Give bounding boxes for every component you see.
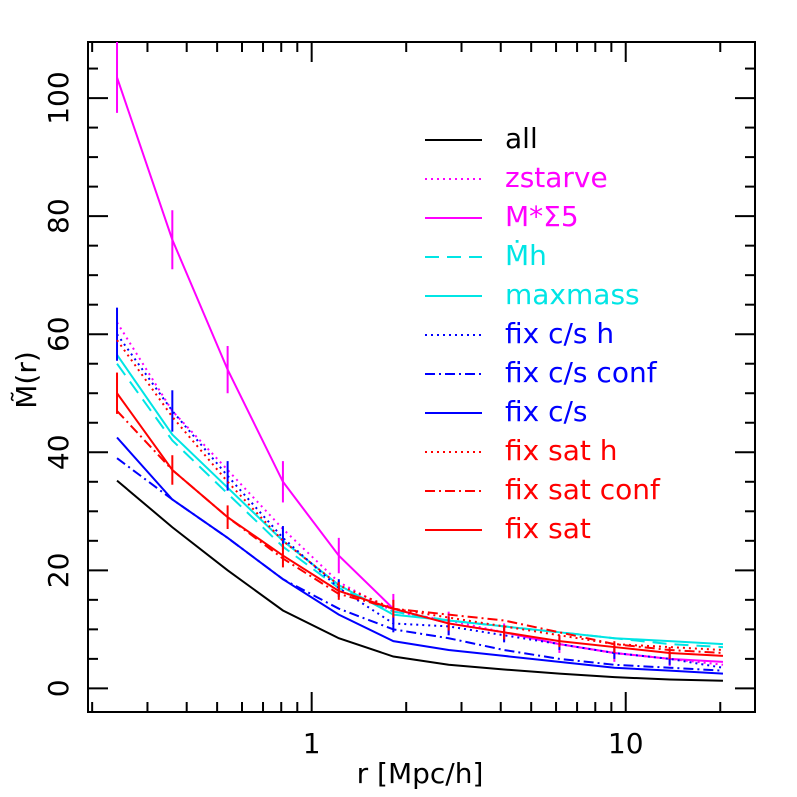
legend-label: all [505, 122, 538, 155]
legend-label: fix c/s h [505, 317, 614, 350]
series-line [116, 354, 724, 646]
x-tick-label: 10 [608, 727, 644, 760]
x-tick-label: 1 [303, 727, 321, 760]
series-line [116, 339, 724, 652]
legend-label: fix sat [505, 512, 591, 545]
series-line [116, 392, 724, 657]
y-tick-label: 80 [42, 198, 75, 234]
series-line [116, 436, 724, 675]
y-tick-label: 100 [42, 71, 75, 124]
legend-label: zstarve [505, 161, 608, 194]
legend-label: fix c/s conf [505, 356, 658, 389]
y-tick-label: 20 [42, 553, 75, 589]
legend-label: fix sat conf [505, 473, 661, 506]
y-tick-label: 60 [42, 316, 75, 352]
plot-frame [87, 41, 756, 713]
x-axis-label: r [Mpc/h] [357, 757, 484, 790]
legend-label: maxmass [505, 278, 640, 311]
legend-label: Ṁh [505, 239, 547, 272]
y-tick-label: 0 [42, 679, 75, 697]
y-tick-label: 40 [42, 434, 75, 470]
legend-label: fix sat h [505, 434, 617, 467]
series-line [116, 479, 723, 682]
legend-label: M*Σ5 [505, 200, 579, 233]
y-axis-label: M̃(r) [10, 351, 43, 409]
legend-label: fix c/s [505, 395, 588, 428]
